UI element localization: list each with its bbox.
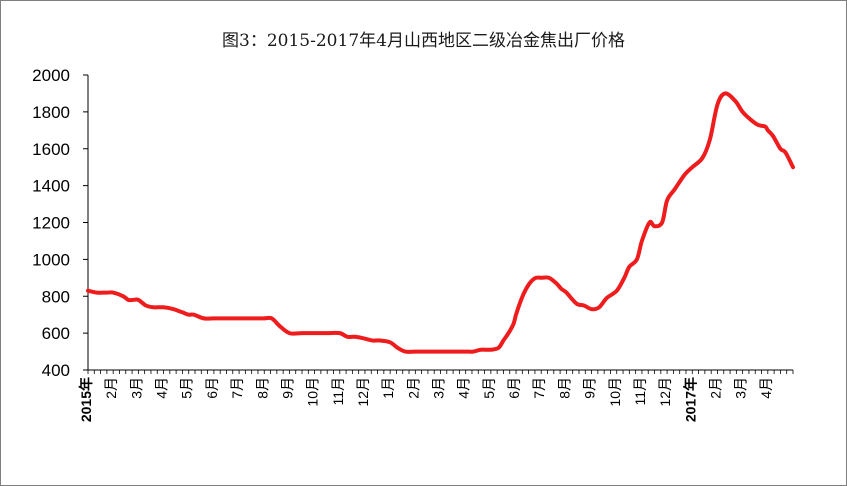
x-tick-label: 11月 [330, 377, 346, 406]
x-tick-label: 3月 [733, 377, 749, 399]
x-tick-label: 3月 [128, 377, 144, 399]
series-line-0 [86, 91, 795, 354]
x-tick-label: 11月 [632, 377, 648, 406]
y-tick-label: 1400 [32, 177, 70, 196]
x-tick-label: 10月 [607, 377, 623, 407]
x-tick-label: 2月 [405, 377, 421, 399]
y-tick-label: 600 [42, 324, 70, 343]
x-tick-label: 2月 [103, 377, 119, 399]
x-tick-label: 5月 [179, 377, 195, 399]
x-tick-label: 4月 [456, 377, 472, 399]
x-tick-label: 12月 [657, 377, 673, 407]
chart-title: 图3：2015-2017年4月山西地区二级冶金焦出厂价格 [222, 31, 625, 51]
x-tick-label: 6月 [506, 377, 522, 399]
x-tick-label: 5月 [481, 377, 497, 399]
y-tick-label: 1600 [32, 140, 70, 159]
y-tick-label: 2000 [32, 66, 70, 85]
x-tick-label: 2月 [707, 377, 723, 399]
x-tick-label: 1月 [380, 377, 396, 399]
x-tick-label: 8月 [556, 377, 572, 399]
x-tick-label: 6月 [204, 377, 220, 399]
x-tick-label: 2017年 [682, 377, 698, 422]
x-tick-label: 2015年 [78, 377, 94, 422]
x-tick-label: 10月 [305, 377, 321, 407]
x-tick-label: 4月 [154, 377, 170, 399]
y-tick-label: 400 [42, 361, 70, 380]
series-layer [86, 91, 795, 354]
x-tick-label: 12月 [355, 377, 371, 407]
x-axis-ticks: 2015年 2月 3月 4月 5月 6月 7月 8月 9月 10月 11月 12月 1月 2月 3月 4月 5月… [78, 370, 794, 422]
x-tick-label: 3月 [431, 377, 447, 399]
y-tick-label: 1800 [32, 103, 70, 122]
x-tick-label: 8月 [254, 377, 270, 399]
y-tick-label: 1000 [32, 250, 70, 269]
y-tick-label: 800 [42, 287, 70, 306]
axes [87, 75, 793, 371]
y-tick-label: 1200 [32, 214, 70, 233]
x-tick-label: 7月 [229, 377, 245, 399]
x-tick-label: 7月 [531, 377, 547, 399]
x-tick-label: 9月 [279, 377, 295, 399]
x-tick-label: 9月 [582, 377, 598, 399]
x-tick-label: 4月 [758, 377, 774, 399]
y-axis-ticks: 400 600 800 1000 1200 1400 1600 1800 2000 [32, 66, 88, 380]
